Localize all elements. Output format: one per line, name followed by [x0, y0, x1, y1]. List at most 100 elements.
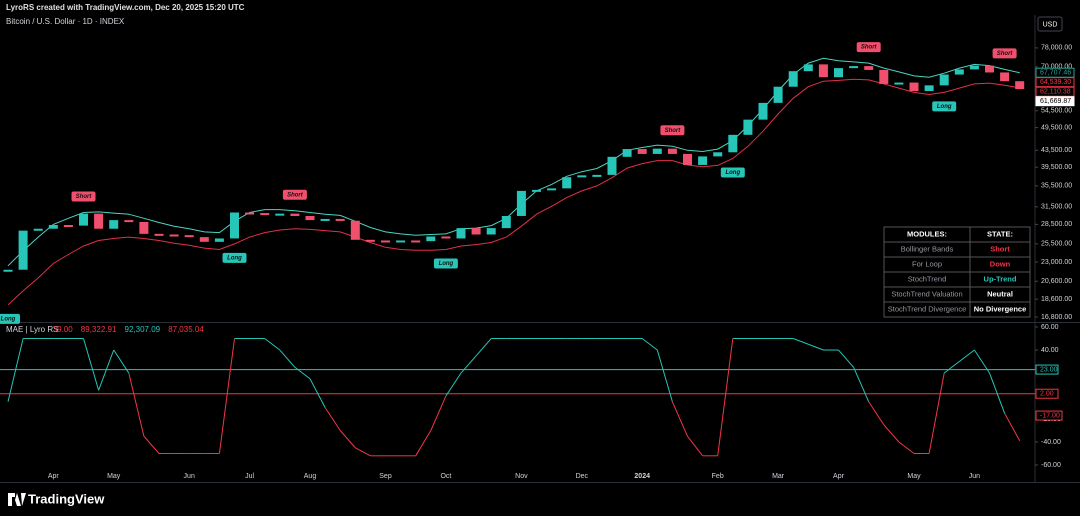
candle — [124, 220, 134, 223]
candle — [109, 220, 119, 229]
y-tick-label: 54,500.00 — [1041, 108, 1072, 115]
signal-badge — [856, 42, 881, 53]
signal-label: Long — [227, 255, 242, 261]
header-credit: LyroRS created with TradingView.com, Dec… — [6, 3, 245, 12]
signal-label: Long — [439, 261, 454, 267]
candle — [290, 213, 300, 216]
legend-value: 89,322.91 — [81, 325, 117, 334]
candle — [184, 235, 194, 238]
candle — [169, 234, 179, 237]
indicator-segment — [793, 338, 809, 345]
pane-title: Bitcoin / U.S. Dollar · 1D · INDEX — [6, 17, 125, 26]
indicator-segment — [973, 349, 990, 374]
candle — [441, 236, 451, 239]
signal-label: Short — [997, 51, 1014, 57]
indicator-segment — [430, 395, 447, 431]
candle — [365, 239, 375, 242]
x-tick-label: May — [907, 473, 921, 480]
y-tick-label: 18,600.00 — [1041, 296, 1072, 303]
candle — [864, 66, 874, 70]
currency-label[interactable]: USD — [1043, 21, 1058, 28]
module-name: StochTrend — [908, 274, 947, 283]
y-tick-label: 40.00 — [1041, 347, 1059, 354]
indicator-segment — [264, 338, 281, 351]
candle — [547, 188, 557, 191]
band-line — [7, 57, 1020, 267]
y-tick-label: 70,000.00 — [1041, 64, 1072, 71]
candle — [773, 86, 783, 103]
indicator-segment — [218, 338, 235, 454]
candle — [305, 215, 315, 221]
candle — [924, 85, 934, 91]
indicator-segment — [324, 407, 341, 431]
x-tick-label: Oct — [440, 473, 451, 480]
indicator-segment — [853, 367, 870, 402]
candle — [18, 230, 28, 270]
indicator-segment — [445, 372, 462, 397]
signal-label: Long — [1, 317, 16, 323]
indicator-segment — [671, 401, 688, 437]
candle — [743, 119, 753, 135]
indicator-segment — [868, 401, 885, 426]
last-value-box — [1035, 410, 1063, 421]
x-tick-label: Sep — [379, 473, 392, 480]
candle — [63, 224, 73, 227]
candle — [818, 64, 828, 78]
module-state: Up-Trend — [984, 274, 1017, 283]
y-tick-label: 31,500.00 — [1041, 204, 1072, 211]
indicator-segment — [339, 430, 356, 449]
y-tick-label: 39,500.00 — [1041, 164, 1072, 171]
candle — [154, 233, 164, 236]
candle — [788, 71, 798, 87]
indicator-segment — [475, 338, 492, 357]
x-tick-label: Jun — [969, 473, 980, 480]
modules-table: MODULES: STATE: Bollinger Bands Short For Lo… — [883, 226, 1031, 318]
table-header: MODULES: — [907, 229, 947, 238]
candle — [320, 218, 330, 221]
candle — [879, 69, 889, 84]
legend-value: 87,035.04 — [168, 325, 204, 334]
indicator-segment — [279, 349, 296, 368]
module-name: StochTrend Valuation — [891, 289, 962, 298]
module-state: Short — [990, 244, 1010, 253]
candle — [803, 64, 813, 72]
last-price-label: 61,669.87 — [1040, 98, 1071, 105]
candle — [335, 218, 345, 221]
candle — [456, 228, 466, 239]
y-tick-label: -40.00 — [1041, 439, 1061, 446]
candle — [245, 212, 255, 215]
signal-label: Short — [287, 192, 304, 198]
y-tick-label: 20,600.00 — [1041, 278, 1072, 285]
currency-button[interactable] — [1037, 16, 1063, 32]
indicator-segment — [989, 372, 1006, 414]
candle — [471, 228, 481, 235]
candle — [728, 134, 738, 153]
indicator-segment — [943, 361, 960, 374]
indicator-segment — [808, 343, 824, 351]
indicator-segment — [687, 435, 703, 457]
candle — [1015, 81, 1025, 90]
last-price-label: 67,707.46 — [1040, 70, 1071, 77]
y-tick-label: -60.00 — [1041, 462, 1061, 469]
signal-label: Short — [665, 128, 682, 134]
indicator-segment — [656, 349, 673, 402]
signal-badge — [282, 189, 307, 200]
candle — [834, 68, 843, 78]
y-tick-label: 43,500.00 — [1041, 147, 1072, 154]
candle — [698, 156, 708, 165]
candle — [396, 240, 406, 243]
indicator-segment — [928, 372, 945, 454]
x-tick-label: Jul — [245, 473, 254, 480]
candle — [969, 65, 979, 70]
pane-title: MAE | Lyro RS — [6, 325, 58, 334]
indicator-segment — [83, 338, 100, 391]
candle — [350, 220, 360, 240]
y-tick-label: 49,500.00 — [1041, 124, 1072, 131]
candle — [94, 213, 104, 229]
signal-badge — [0, 313, 20, 324]
last-price-label: 62,110.38 — [1040, 89, 1071, 96]
candle — [139, 221, 149, 234]
indicator-segment — [460, 355, 477, 374]
candle — [683, 153, 692, 165]
